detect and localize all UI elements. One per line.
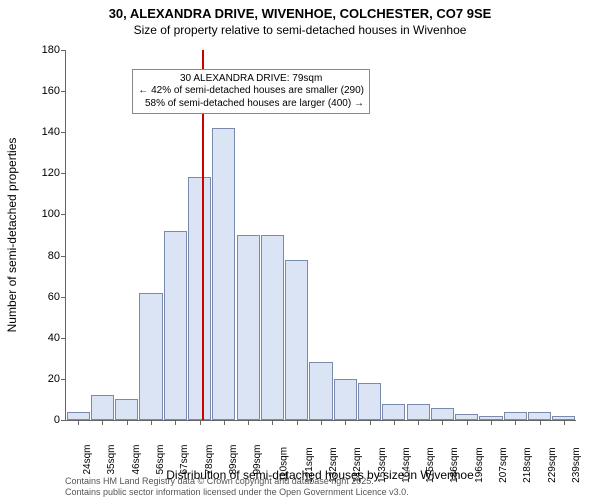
- x-tick-label: 46sqm: [131, 445, 142, 475]
- x-tick-label: 196sqm: [473, 447, 484, 483]
- x-tick-mark: [127, 420, 128, 425]
- callout-line-1: 30 ALEXANDRA DRIVE: 79sqm: [138, 73, 364, 86]
- y-tick-mark: [61, 214, 66, 215]
- x-tick-label: 229sqm: [546, 447, 557, 483]
- histogram-bar: [407, 404, 430, 420]
- y-axis-label: Number of semi-detached properties: [5, 138, 19, 333]
- y-tick-label: 20: [48, 373, 60, 385]
- x-tick-mark: [540, 420, 541, 425]
- plot-inner: 02040608010012014016018024sqm35sqm46sqm5…: [65, 50, 576, 421]
- histogram-bar: [237, 235, 260, 420]
- x-tick-mark: [78, 420, 79, 425]
- histogram-bar: [528, 412, 551, 420]
- histogram-bar: [504, 412, 527, 420]
- x-tick-mark: [272, 420, 273, 425]
- x-tick-mark: [224, 420, 225, 425]
- plot-area: 02040608010012014016018024sqm35sqm46sqm5…: [65, 50, 575, 420]
- x-tick-mark: [321, 420, 322, 425]
- chart-title: 30, ALEXANDRA DRIVE, WIVENHOE, COLCHESTE…: [0, 0, 600, 23]
- y-tick-mark: [61, 297, 66, 298]
- x-tick-mark: [515, 420, 516, 425]
- x-tick-label: 239sqm: [571, 447, 582, 483]
- x-tick-label: 207sqm: [498, 447, 509, 483]
- histogram-bar: [382, 404, 405, 420]
- y-tick-mark: [61, 91, 66, 92]
- histogram-bar: [334, 379, 357, 420]
- x-tick-label: 218sqm: [522, 447, 533, 483]
- x-tick-mark: [200, 420, 201, 425]
- histogram-bar: [285, 260, 308, 420]
- x-tick-mark: [151, 420, 152, 425]
- y-tick-label: 180: [42, 44, 60, 56]
- y-tick-label: 160: [42, 85, 60, 97]
- x-tick-mark: [418, 420, 419, 425]
- y-tick-mark: [61, 420, 66, 421]
- y-tick-label: 60: [48, 291, 60, 303]
- footer-line-2: Contains public sector information licen…: [65, 487, 409, 498]
- x-tick-label: 24sqm: [82, 445, 93, 475]
- histogram-bar: [164, 231, 187, 420]
- histogram-bar: [67, 412, 90, 420]
- histogram-bar: [188, 177, 211, 420]
- callout-line-3: 58% of semi-detached houses are larger (…: [138, 98, 364, 111]
- footer-attribution: Contains HM Land Registry data © Crown c…: [65, 476, 409, 499]
- histogram-bar: [261, 235, 284, 420]
- y-tick-label: 40: [48, 332, 60, 344]
- y-tick-mark: [61, 132, 66, 133]
- histogram-bar: [139, 293, 162, 420]
- y-tick-mark: [61, 50, 66, 51]
- y-tick-label: 120: [42, 167, 60, 179]
- x-tick-mark: [102, 420, 103, 425]
- x-tick-label: 56sqm: [155, 445, 166, 475]
- y-tick-mark: [61, 338, 66, 339]
- y-tick-mark: [61, 173, 66, 174]
- y-tick-mark: [61, 256, 66, 257]
- x-tick-mark: [467, 420, 468, 425]
- y-tick-mark: [61, 379, 66, 380]
- x-tick-label: 35sqm: [106, 445, 117, 475]
- x-tick-mark: [370, 420, 371, 425]
- histogram-bar: [309, 362, 332, 420]
- histogram-bar: [212, 128, 235, 420]
- chart-subtitle: Size of property relative to semi-detach…: [0, 23, 600, 37]
- x-tick-mark: [248, 420, 249, 425]
- x-tick-mark: [564, 420, 565, 425]
- histogram-bar: [431, 408, 454, 420]
- histogram-bar: [91, 395, 114, 420]
- callout-line-2: ← 42% of semi-detached houses are smalle…: [138, 85, 364, 98]
- y-tick-label: 0: [54, 414, 60, 426]
- callout-box: 30 ALEXANDRA DRIVE: 79sqm← 42% of semi-d…: [132, 69, 370, 115]
- chart-container: 30, ALEXANDRA DRIVE, WIVENHOE, COLCHESTE…: [0, 0, 600, 500]
- x-tick-mark: [345, 420, 346, 425]
- y-tick-label: 80: [48, 250, 60, 262]
- y-tick-label: 100: [42, 208, 60, 220]
- x-tick-mark: [394, 420, 395, 425]
- x-tick-mark: [442, 420, 443, 425]
- x-tick-mark: [297, 420, 298, 425]
- y-tick-label: 140: [42, 126, 60, 138]
- x-tick-mark: [175, 420, 176, 425]
- footer-line-1: Contains HM Land Registry data © Crown c…: [65, 476, 409, 487]
- x-tick-mark: [491, 420, 492, 425]
- histogram-bar: [115, 399, 138, 420]
- histogram-bar: [358, 383, 381, 420]
